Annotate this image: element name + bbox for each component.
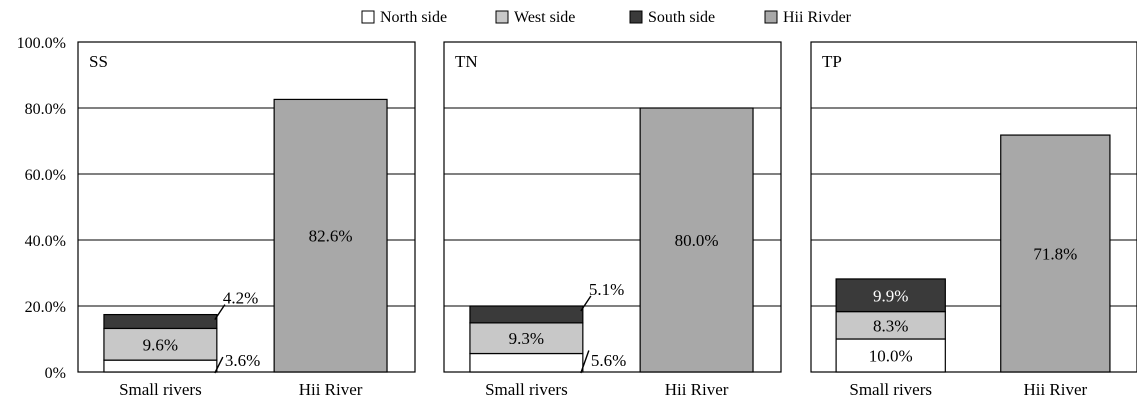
- panel-title: TP: [822, 52, 842, 71]
- bar-segment-south: [835, 278, 946, 313]
- panel-title: SS: [89, 52, 108, 71]
- legend-label: West side: [514, 9, 575, 26]
- bar-hii-river: [639, 107, 754, 373]
- bar-segment-west: [469, 322, 584, 355]
- legend-item: West side: [495, 9, 575, 26]
- legend-label: North side: [380, 9, 447, 26]
- panel-frame: [443, 41, 782, 373]
- bar-segment-north: [103, 359, 218, 373]
- data-label-north: 3.6%: [225, 351, 260, 370]
- legend: North side West side South side Hii Rivder: [361, 9, 852, 26]
- legend-label: Hii Rivder: [783, 9, 852, 26]
- bar-segment-south: [469, 305, 584, 324]
- bar-hii-river: [273, 98, 388, 373]
- legend-swatch: [495, 10, 509, 24]
- data-label-north: 5.6%: [591, 351, 626, 370]
- legend-swatch: [361, 10, 375, 24]
- data-label-hii: 82.6%: [309, 227, 353, 246]
- panel-tp: TP 10.0% 8.3% 9.9% 71.8% Small rivers Hii Rive…: [810, 41, 1137, 399]
- legend-item: North side: [361, 9, 447, 26]
- panel-frame: [810, 41, 1137, 373]
- x-category-label: Hii River: [665, 380, 729, 399]
- data-label-south: 4.2%: [223, 289, 258, 308]
- data-label-hii: 71.8%: [1033, 245, 1077, 264]
- data-label-west: 9.6%: [143, 335, 178, 354]
- y-axis: 100.0% 80.0% 60.0% 40.0% 20.0% 0%: [17, 35, 66, 382]
- x-category-label: Small rivers: [849, 380, 932, 399]
- legend-swatch: [629, 10, 643, 24]
- panel-title: TN: [455, 52, 478, 71]
- x-category-label: Hii River: [299, 380, 363, 399]
- data-label-north: 10.0%: [869, 347, 913, 366]
- legend-item: Hii Rivder: [764, 9, 852, 26]
- x-category-label: Hii River: [1023, 380, 1087, 399]
- chart-panels: SS 9.6% 3.6% 4.2% 82.6% Small rivers Hii River…: [77, 41, 1137, 399]
- data-label-west: 8.3%: [873, 316, 908, 335]
- legend-swatch: [764, 10, 778, 24]
- data-label-south: 9.9%: [873, 286, 908, 305]
- x-category-label: Small rivers: [485, 380, 568, 399]
- y-tick-label: 20.0%: [25, 299, 66, 316]
- y-tick-label: 0%: [45, 365, 66, 382]
- leader-line: [214, 356, 224, 374]
- leader-line: [580, 350, 590, 374]
- data-label-west: 9.3%: [509, 329, 544, 348]
- panel-frame: [77, 41, 416, 373]
- bar-segment-west: [103, 327, 218, 361]
- x-category-label: Small rivers: [119, 380, 202, 399]
- y-tick-label: 60.0%: [25, 167, 66, 184]
- legend-item: South side: [629, 9, 715, 26]
- bar-hii-river: [1000, 134, 1111, 373]
- leader-line: [580, 295, 592, 312]
- data-label-south: 5.1%: [589, 280, 624, 299]
- legend-label: South side: [648, 9, 715, 26]
- y-tick-label: 100.0%: [17, 35, 66, 52]
- data-label-hii: 80.0%: [675, 231, 719, 250]
- bar-segment-south: [103, 313, 218, 330]
- y-tick-label: 40.0%: [25, 233, 66, 250]
- bar-segment-north: [469, 352, 584, 373]
- y-tick-label: 80.0%: [25, 101, 66, 118]
- panel-tn: TN 9.3% 5.6% 5.1% 80.0% Small rivers Hii River: [443, 41, 782, 399]
- panel-ss: SS 9.6% 3.6% 4.2% 82.6% Small rivers Hii River: [77, 41, 416, 399]
- leader-line: [214, 304, 226, 320]
